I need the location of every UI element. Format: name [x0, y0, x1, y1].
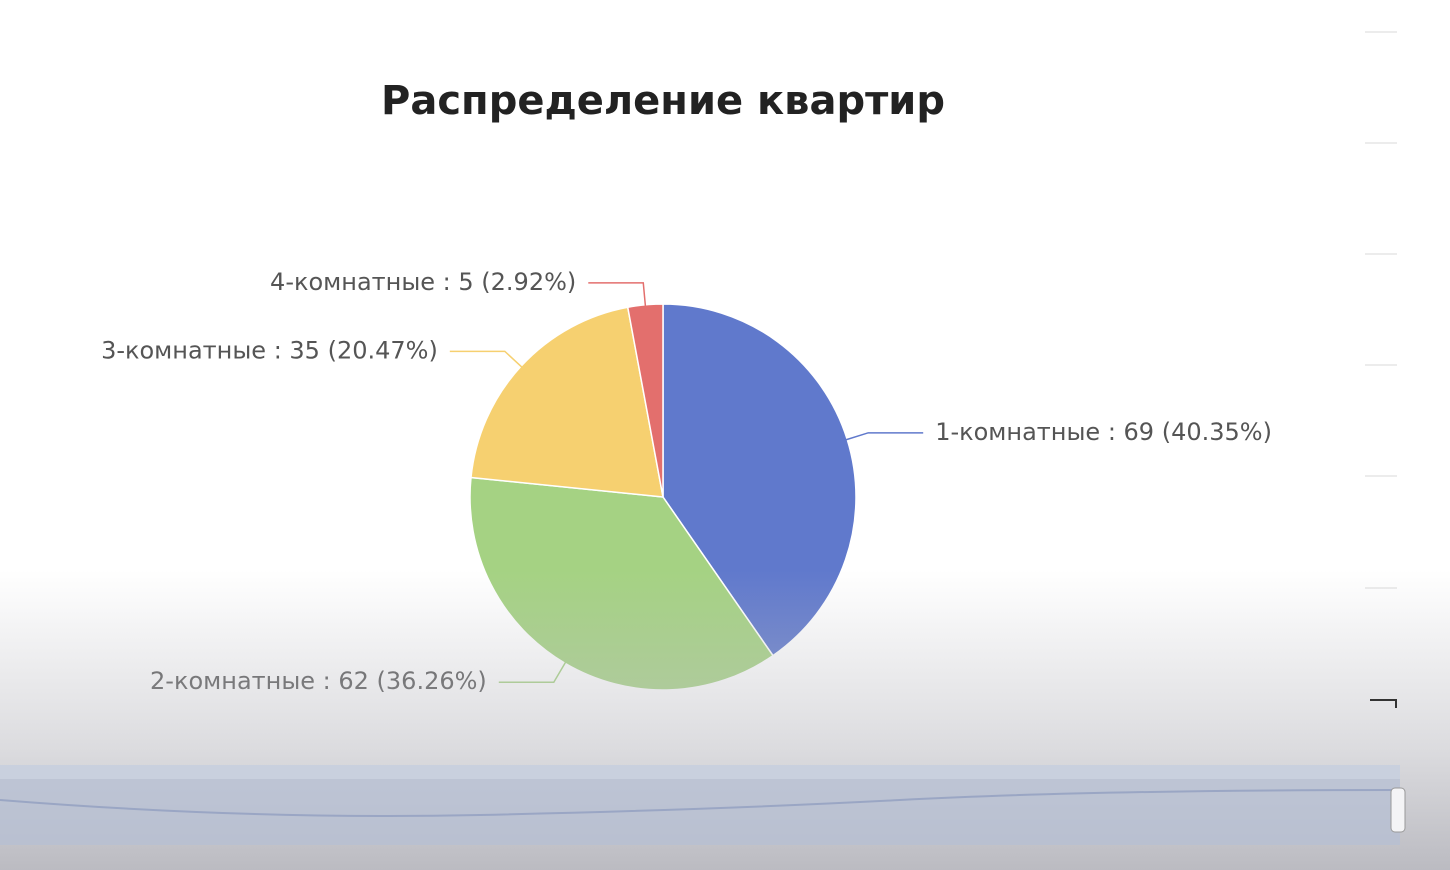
leader-line — [588, 282, 647, 307]
slice-label: 4-комнатные : 5 (2.92%) — [270, 268, 576, 296]
slider-preview — [0, 789, 1401, 817]
slider-handle[interactable] — [1390, 787, 1406, 833]
chart-title: Распределение квартир — [381, 78, 945, 124]
slider-top — [0, 765, 1400, 779]
corner-icon — [1370, 699, 1397, 708]
leader-line — [845, 432, 924, 441]
leader-line — [449, 350, 523, 369]
slice-label: 1-комнатные : 69 (40.35%) — [935, 418, 1272, 446]
slice-label: 3-комнатные : 35 (20.47%) — [101, 336, 438, 364]
